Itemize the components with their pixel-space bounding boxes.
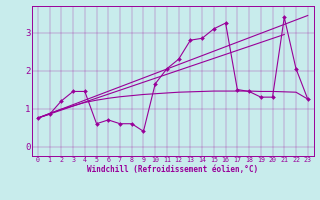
X-axis label: Windchill (Refroidissement éolien,°C): Windchill (Refroidissement éolien,°C): [87, 165, 258, 174]
